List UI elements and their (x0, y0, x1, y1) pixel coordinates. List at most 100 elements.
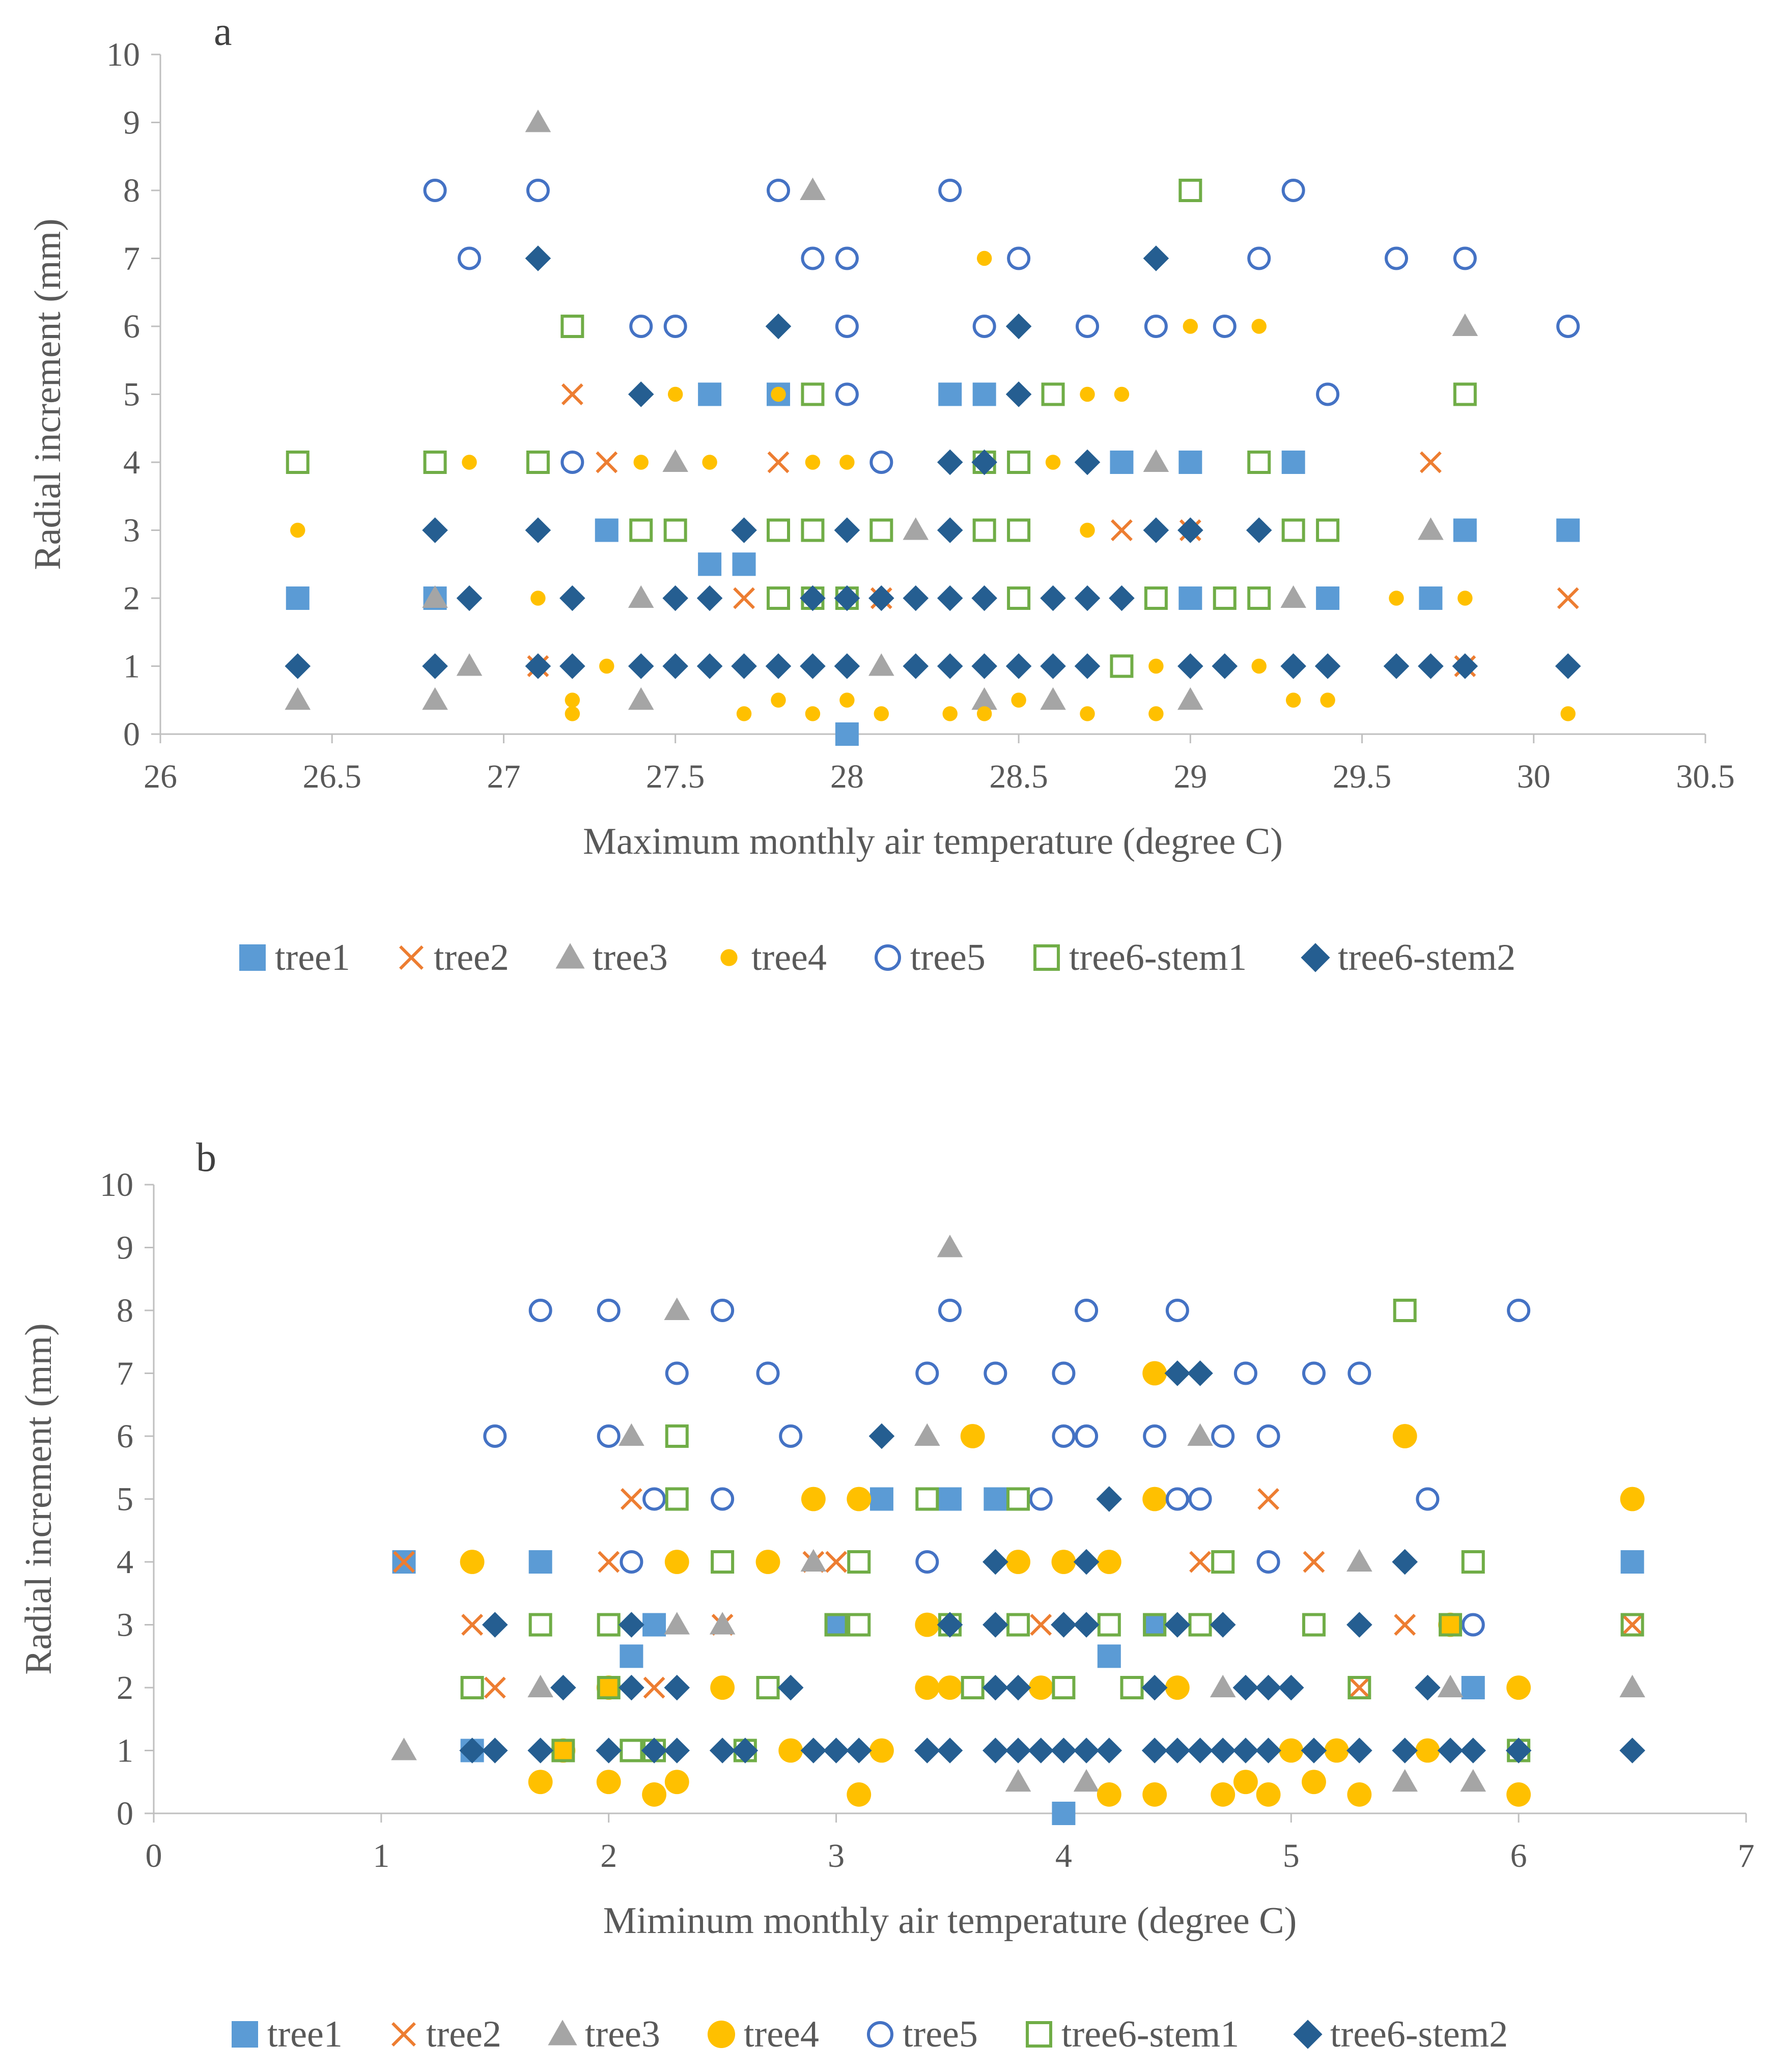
point-tree6-stem2 (1005, 1738, 1031, 1763)
point-tree2 (733, 587, 755, 609)
point-tree1 (1281, 451, 1305, 474)
point-tree4 (1324, 1738, 1349, 1763)
point-tree6-stem2 (1555, 653, 1581, 679)
point-tree2 (596, 451, 618, 473)
point-tree5 (458, 246, 481, 270)
point-tree4 (667, 386, 683, 402)
point-tree6-stem2 (1109, 585, 1135, 611)
point-tree6-stem2 (1028, 1738, 1054, 1763)
point-tree1 (1620, 1550, 1644, 1574)
y-tick-label: 5 (117, 1481, 133, 1518)
series-tree2 (393, 1488, 1644, 1699)
point-tree6-stem2 (285, 653, 311, 679)
point-tree3 (971, 687, 997, 710)
legend-marker-tree2 (399, 945, 424, 970)
point-tree2 (1621, 1614, 1644, 1636)
point-tree6-stem2 (1232, 1674, 1259, 1701)
y-tick-label: 8 (123, 172, 140, 209)
x-tick-label: 2 (600, 1837, 617, 1874)
point-tree3 (662, 449, 688, 472)
point-tree4 (1080, 386, 1095, 402)
point-tree5 (1165, 1299, 1189, 1322)
y-tick-label: 9 (123, 104, 140, 142)
point-tree6-stem1 (597, 1613, 621, 1637)
point-tree1 (528, 1550, 552, 1574)
point-tree3 (1187, 1423, 1213, 1446)
point-tree6-stem2 (1418, 653, 1444, 679)
y-tick-label: 4 (123, 444, 140, 481)
point-tree6-stem1 (1007, 518, 1031, 542)
legend-marker-tree6-stem1 (1033, 944, 1060, 971)
series-tree4 (460, 1361, 1645, 1807)
point-tree6-stem2 (982, 1612, 1008, 1638)
point-tree6-stem1 (1211, 1550, 1235, 1574)
point-tree3 (1005, 1769, 1031, 1792)
legend-item: tree3 (548, 2013, 660, 2055)
point-tree4 (1097, 1782, 1121, 1807)
point-tree3 (422, 585, 448, 608)
y-tick-label: 7 (123, 240, 140, 277)
point-tree4 (1148, 658, 1164, 674)
point-tree4 (976, 250, 992, 266)
point-tree4 (847, 1782, 872, 1807)
point-tree5 (711, 1299, 735, 1322)
point-tree5 (1556, 315, 1580, 338)
point-tree6-stem1 (1178, 179, 1202, 202)
point-tree3 (1460, 1769, 1486, 1792)
point-tree4 (528, 1770, 553, 1795)
point-tree1 (698, 552, 722, 576)
point-tree4 (1006, 1550, 1030, 1574)
point-tree6-stem2 (456, 585, 483, 611)
point-tree5 (835, 382, 859, 406)
point-tree2 (1557, 587, 1579, 609)
point-tree6-stem1 (460, 1676, 484, 1699)
point-tree1 (1178, 451, 1202, 474)
point-tree5 (711, 1487, 735, 1511)
point-tree6-stem1 (1620, 1613, 1644, 1637)
point-tree3 (1346, 1549, 1372, 1572)
legend-marker-tree5 (875, 944, 901, 971)
point-tree6-stem1 (1006, 1487, 1030, 1511)
legend-label: tree1 (275, 937, 350, 978)
point-tree4 (1165, 1675, 1190, 1700)
point-tree6-stem2 (1346, 1612, 1372, 1638)
legend-item: tree6-stem1 (1026, 2013, 1239, 2055)
legend-label: tree5 (910, 937, 986, 978)
series-tree6-stem2 (285, 245, 1581, 679)
point-tree5 (1213, 315, 1237, 338)
point-tree4 (1080, 706, 1095, 721)
y-tick-label: 2 (117, 1669, 133, 1706)
point-tree3 (1210, 1674, 1236, 1697)
point-tree6-stem2 (1415, 1674, 1441, 1701)
point-tree6-stem2 (937, 517, 963, 543)
point-tree4 (1251, 319, 1267, 334)
point-tree6-stem2 (422, 517, 448, 543)
point-tree4 (1045, 455, 1061, 470)
point-tree3 (285, 687, 311, 710)
point-tree3 (1437, 1674, 1464, 1697)
x-axis-title: Miminum monthly air temperature (degree … (603, 1900, 1297, 1942)
point-tree3 (628, 687, 654, 710)
point-tree6-stem1 (663, 518, 687, 542)
point-tree4 (290, 522, 305, 538)
point-tree6-stem2 (1005, 1674, 1031, 1701)
point-tree6-stem2 (422, 653, 448, 679)
x-tick-label: 27.5 (646, 758, 705, 795)
point-tree3 (1073, 1769, 1100, 1792)
legend-marker-tree1 (232, 2021, 258, 2048)
point-tree4 (1097, 1550, 1121, 1574)
point-tree5 (1247, 246, 1271, 270)
legend-item: tree6-stem2 (1293, 2013, 1508, 2055)
point-tree6-stem2 (1505, 1738, 1532, 1763)
point-tree5 (1007, 246, 1031, 270)
point-tree5 (1075, 1424, 1099, 1448)
point-tree5 (756, 1361, 780, 1385)
point-tree4 (1285, 692, 1301, 708)
point-tree5 (1507, 1299, 1531, 1322)
point-tree6-stem2 (1096, 1738, 1122, 1763)
point-tree5 (663, 315, 687, 338)
point-tree4 (642, 1782, 667, 1807)
point-tree5 (665, 1361, 689, 1385)
legend-label: tree6-stem1 (1061, 2013, 1239, 2055)
point-tree6-stem1 (1453, 382, 1477, 406)
